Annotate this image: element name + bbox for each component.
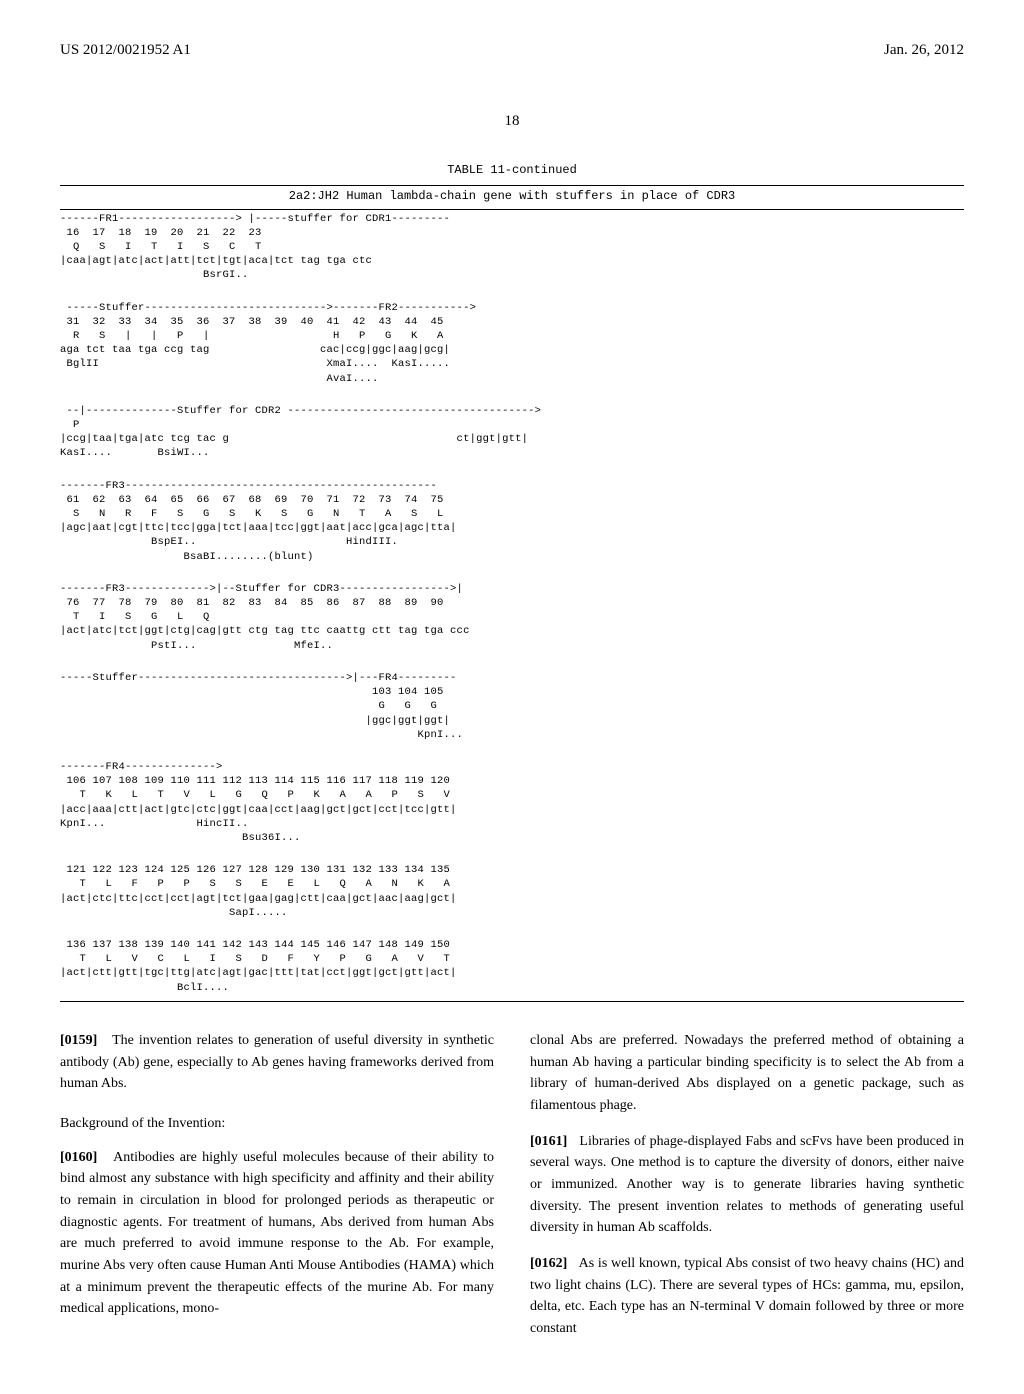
para-0161: [0161] Libraries of phage-displayed Fabs… [530, 1131, 964, 1239]
seq-block-7: 121 122 123 124 125 126 127 128 129 130 … [60, 863, 964, 920]
para-text-0162: As is well known, typical Abs consist of… [530, 1256, 964, 1336]
seq-block-5: -----Stuffer----------------------------… [60, 671, 964, 742]
seq-block-1: -----Stuffer----------------------------… [60, 301, 964, 386]
left-column: [0159] The invention relates to generati… [60, 1030, 494, 1354]
right-column: clonal Abs are preferred. Nowadays the p… [530, 1030, 964, 1354]
sequence-table: ------FR1------------------> |-----stuff… [60, 209, 964, 1002]
para-0162: [0162] As is well known, typical Abs con… [530, 1253, 964, 1340]
para-0160: [0160] Antibodies are highly useful mole… [60, 1147, 494, 1321]
para-0159: [0159] The invention relates to generati… [60, 1030, 494, 1095]
para-num-0161: [0161] [530, 1134, 567, 1149]
seq-block-3: -------FR3------------------------------… [60, 479, 964, 564]
text-columns: [0159] The invention relates to generati… [60, 1030, 964, 1354]
para-continuation: clonal Abs are preferred. Nowadays the p… [530, 1030, 964, 1117]
para-num-0159: [0159] [60, 1033, 97, 1048]
para-text-0160: Antibodies are highly useful molecules b… [60, 1150, 494, 1317]
background-heading: Background of the Invention: [60, 1113, 494, 1135]
seq-block-4: -------FR3------------->|--Stuffer for C… [60, 582, 964, 653]
para-text-0161: Libraries of phage-displayed Fabs and sc… [530, 1134, 964, 1236]
table-subtitle: 2a2:JH2 Human lambda-chain gene with stu… [60, 188, 964, 205]
table-caption: TABLE 11-continued [60, 162, 964, 179]
seq-block-6: -------FR4--------------> 106 107 108 10… [60, 760, 964, 845]
publication-number: US 2012/0021952 A1 [60, 40, 191, 61]
seq-block-8: 136 137 138 139 140 141 142 143 144 145 … [60, 938, 964, 995]
seq-block-2: --|--------------Stuffer for CDR2 ------… [60, 404, 964, 461]
publication-date: Jan. 26, 2012 [884, 40, 964, 61]
page-header: US 2012/0021952 A1 Jan. 26, 2012 [60, 40, 964, 61]
seq-block-0: ------FR1------------------> |-----stuff… [60, 212, 964, 283]
para-num-0162: [0162] [530, 1256, 567, 1271]
para-text-0159: The invention relates to generation of u… [60, 1033, 494, 1091]
page-number: 18 [60, 111, 964, 132]
para-num-0160: [0160] [60, 1150, 97, 1165]
